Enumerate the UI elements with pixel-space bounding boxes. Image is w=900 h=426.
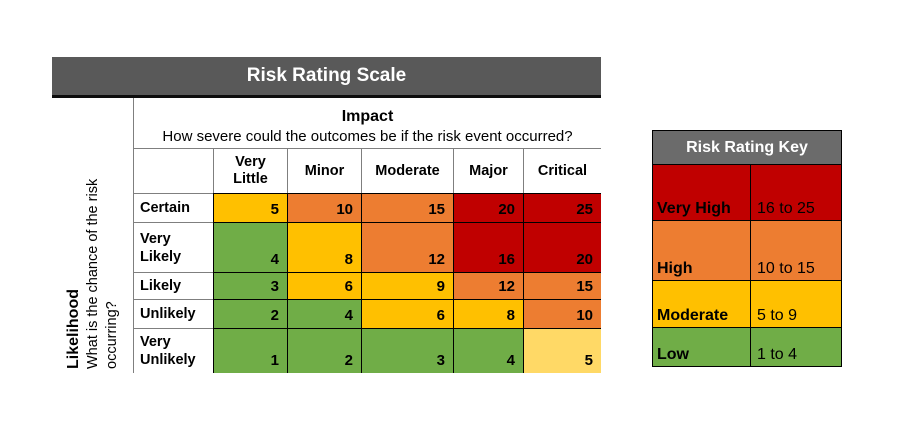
key-range: 16 to 25 [750,164,841,220]
matrix-cell: 4 [453,328,523,373]
matrix-cell: 2 [213,299,287,328]
key-label: Low [653,327,750,366]
corner-cell [133,148,213,193]
matrix-cell: 12 [453,272,523,299]
matrix-cell: 12 [361,222,453,272]
impact-label: Impact [341,108,394,125]
column-header: Major [453,148,523,193]
matrix-cell: 3 [213,272,287,299]
row-header: Likely [133,272,213,299]
row-header: Very Likely [133,222,213,272]
likelihood-label: Likelihood [64,289,82,369]
matrix-cell: 9 [361,272,453,299]
likelihood-question: What is the chance of the risk occurring… [84,178,120,369]
matrix-cell: 1 [213,328,287,373]
matrix-cell: 15 [361,193,453,222]
matrix-cell: 6 [287,272,361,299]
row-header: Unlikely [133,299,213,328]
key-range: 5 to 9 [750,280,841,327]
matrix-cell: 3 [361,328,453,373]
impact-axis-header: Impact How severe could the outcomes be … [133,98,601,148]
row-header: Certain [133,193,213,222]
matrix-cell: 25 [523,193,601,222]
matrix-cell: 10 [523,299,601,328]
matrix-cell: 4 [287,299,361,328]
matrix-cell: 20 [453,193,523,222]
risk-matrix: Very Little Minor Moderate Major Critical Cer… [133,148,601,373]
matrix-cell: 8 [287,222,361,272]
row-header: Very Unlikely [133,328,213,373]
main-title-bar: Risk Rating Scale [52,57,601,98]
column-header: Critical [523,148,601,193]
impact-question: How severe could the outcomes be if the … [162,128,573,145]
matrix-cell: 8 [453,299,523,328]
matrix-cell: 10 [287,193,361,222]
matrix-cell: 6 [361,299,453,328]
key-label: High [653,220,750,280]
main-title: Risk Rating Scale [246,65,407,86]
matrix-cell: 20 [523,222,601,272]
key-range: 10 to 15 [750,220,841,280]
key-title-bar: Risk Rating Key [653,131,841,164]
column-header: Very Little [213,148,287,193]
column-header: Minor [287,148,361,193]
risk-rating-key: Risk Rating Key Very High 16 to 25 High 10 … [652,130,842,367]
matrix-cell: 5 [523,328,601,373]
matrix-cell: 4 [213,222,287,272]
matrix-cell: 16 [453,222,523,272]
column-header: Moderate [361,148,453,193]
matrix-cell: 5 [213,193,287,222]
key-range: 1 to 4 [750,327,841,366]
likelihood-axis: Likelihood What is the chance of the ris… [52,98,133,373]
matrix-cell: 15 [523,272,601,299]
matrix-cell: 2 [287,328,361,373]
key-label: Moderate [653,280,750,327]
key-label: Very High [653,164,750,220]
key-title: Risk Rating Key [686,138,808,156]
likelihood-axis-rotated-text: Likelihood What is the chance of the ris… [52,98,133,373]
